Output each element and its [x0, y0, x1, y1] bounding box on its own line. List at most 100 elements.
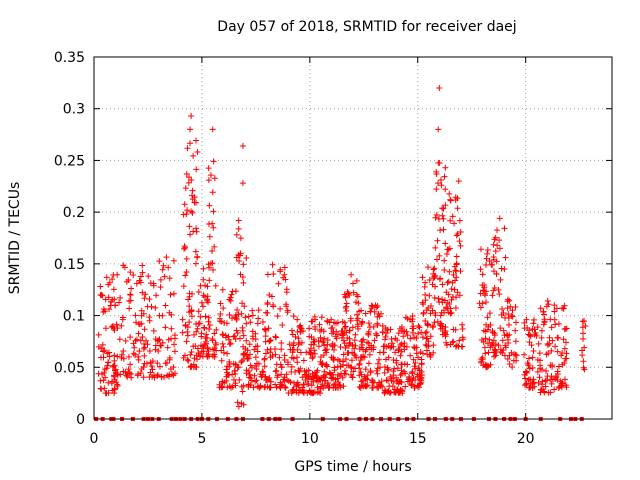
data-point: [459, 321, 466, 328]
data-point: [277, 305, 284, 312]
axis-ticks: 0 0.05 0.1 0.15 0.2 0.25 0.3 0.35 0 5 10 15 20: [54, 50, 612, 447]
data-point: [409, 325, 416, 332]
data-point: [144, 341, 151, 348]
data-point: [363, 346, 370, 353]
data-point: [432, 244, 439, 251]
data-point: [247, 351, 254, 358]
data-point: [269, 261, 276, 268]
data-point: [534, 324, 541, 331]
data-point: [200, 265, 207, 272]
data-point: [448, 309, 455, 316]
data-point: [513, 319, 520, 326]
data-point: [112, 366, 119, 373]
data-point: [419, 274, 426, 281]
data-point: [141, 352, 148, 359]
data-point: [229, 315, 236, 322]
data-point: [294, 316, 301, 323]
data-point: [198, 342, 205, 349]
data-point: [531, 326, 538, 333]
data-point: [561, 345, 568, 352]
data-point: [136, 348, 143, 355]
data-point: [281, 352, 288, 359]
data-point: [555, 335, 562, 342]
data-point: [426, 292, 433, 299]
data-point: [375, 384, 382, 391]
data-point: [324, 363, 331, 370]
data-point: [199, 353, 206, 360]
data-point: [206, 277, 213, 284]
data-point: [410, 344, 417, 351]
data-point: [111, 373, 118, 380]
data-point: [339, 334, 346, 341]
data-point: [102, 296, 109, 303]
data-point: [541, 388, 548, 395]
data-point: [394, 386, 401, 393]
data-point: [111, 352, 118, 359]
data-point: [439, 325, 446, 332]
data-point: [299, 374, 306, 381]
data-point: [381, 387, 388, 394]
data-point: [521, 351, 528, 358]
data-point: [413, 350, 420, 357]
data-point: [354, 315, 361, 322]
data-point: [300, 387, 307, 394]
data-point: [538, 327, 545, 334]
data-point: [184, 356, 191, 363]
data-point: [282, 384, 288, 391]
x-tick-label: 15: [409, 431, 427, 447]
data-point: [200, 292, 207, 299]
data-point: [111, 376, 118, 383]
data-point: [398, 367, 405, 374]
data-point: [482, 361, 489, 368]
data-point: [181, 243, 188, 250]
data-point: [359, 319, 366, 326]
data-point: [267, 346, 274, 353]
data-point: [497, 276, 504, 283]
data-point: [331, 381, 338, 388]
data-point: [477, 266, 484, 273]
data-point: [499, 337, 506, 344]
data-point: [450, 338, 457, 345]
data-point: [294, 359, 301, 366]
data-point: [226, 371, 233, 378]
data-point: [187, 231, 194, 238]
data-point: [451, 286, 458, 293]
data-point: [485, 349, 492, 356]
data-point: [166, 275, 173, 282]
data-point: [424, 320, 431, 327]
data-point: [130, 350, 137, 357]
data-point: [247, 319, 254, 326]
data-point: [357, 368, 364, 375]
data-point: [152, 346, 159, 353]
data-point: [358, 307, 365, 314]
data-point: [184, 332, 191, 339]
data-point: [342, 305, 349, 312]
data-point: [419, 299, 426, 306]
data-point: [405, 376, 412, 383]
data-point: [365, 360, 372, 367]
data-point: [314, 384, 321, 391]
data-point: [408, 380, 415, 387]
data-point: [280, 274, 287, 281]
data-point: [274, 374, 281, 381]
data-point: [223, 377, 230, 384]
data-point: [127, 269, 134, 276]
data-point: [233, 316, 240, 323]
data-point: [209, 260, 216, 267]
data-point: [200, 348, 207, 355]
data-point: [198, 299, 205, 306]
data-point: [427, 333, 434, 340]
data-point: [365, 331, 372, 338]
data-point: [424, 335, 431, 342]
data-point: [230, 376, 237, 383]
data-point: [110, 286, 117, 293]
data-point: [447, 197, 454, 204]
data-point: [493, 270, 500, 277]
data-point: [423, 307, 430, 314]
y-tick-label: 0: [76, 412, 85, 428]
data-point: [244, 347, 251, 354]
data-point: [393, 359, 400, 366]
data-point: [183, 211, 190, 218]
data-point: [449, 339, 456, 346]
